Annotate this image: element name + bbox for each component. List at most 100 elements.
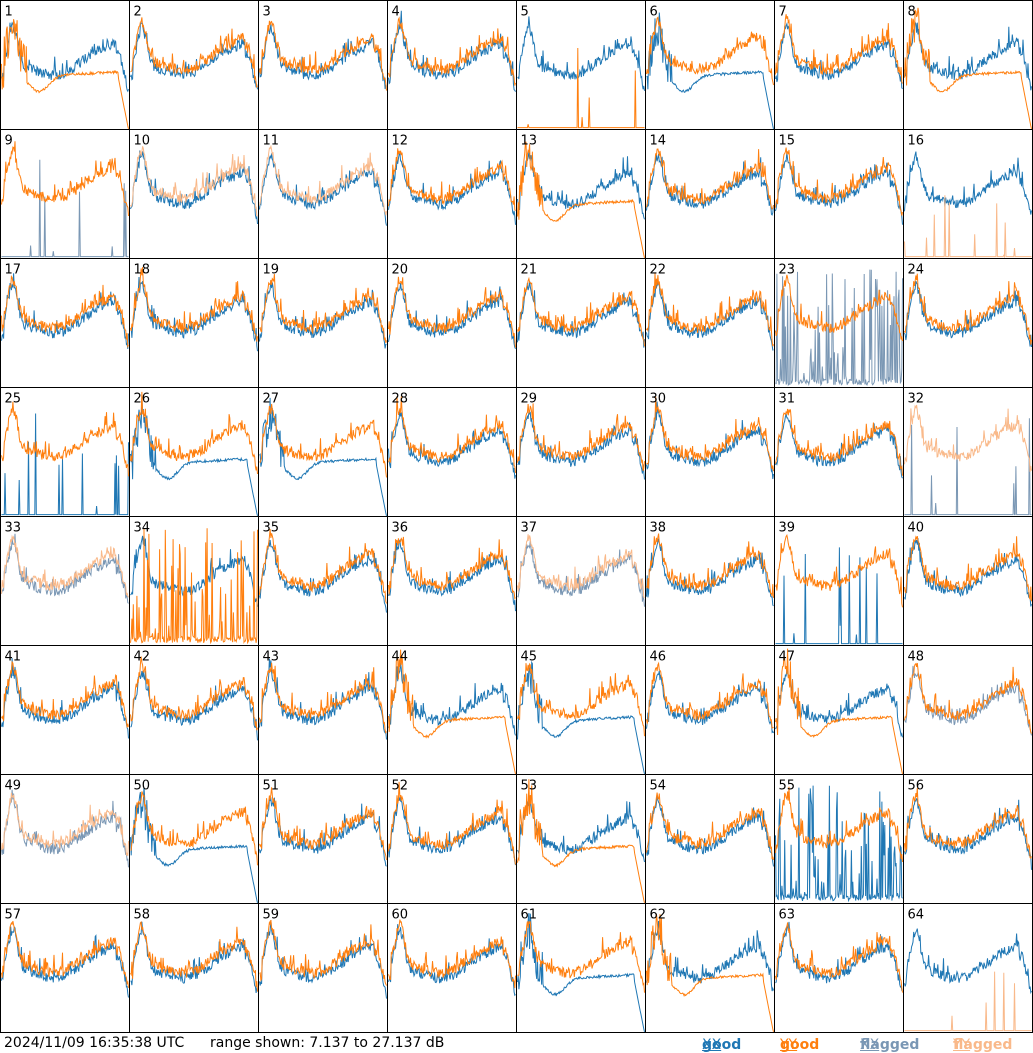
antenna-panel-35: 35: [259, 517, 388, 646]
antenna-panel-56: 56: [904, 775, 1033, 904]
series-line-xx-16: [905, 152, 1032, 215]
panel-number: 40: [908, 521, 925, 536]
antenna-panel-13: 13: [517, 130, 646, 259]
panel-frame: [130, 130, 259, 259]
series-line-xx-20: [389, 283, 516, 349]
series-line-yy-47: [776, 649, 903, 774]
antenna-panel-60: 60: [388, 904, 517, 1033]
series-line-yy-24: [905, 274, 1032, 345]
panel-number: 43: [263, 650, 280, 665]
series-line-xx-21: [518, 281, 645, 348]
antenna-panel-19: 19: [259, 259, 388, 388]
panel-frame: [388, 130, 517, 259]
antenna-panel-18: 18: [130, 259, 259, 388]
series-line-xx-36: [389, 540, 516, 611]
antenna-panel-54: 54: [646, 775, 775, 904]
panel-number: 36: [392, 521, 409, 536]
series-line-xx-60: [389, 924, 516, 995]
series-line-xx-47: [776, 669, 903, 737]
panel-number: 11: [263, 134, 280, 149]
panel-frame: [517, 517, 646, 646]
panel-number: 44: [392, 650, 409, 665]
antenna-panel-30: 30: [646, 388, 775, 517]
antenna-panel-14: 14: [646, 130, 775, 259]
series-line-yy-50: [131, 791, 258, 865]
panel-number: 57: [5, 908, 22, 923]
series-line-xx-46: [647, 671, 774, 733]
antenna-panel-57: 57: [1, 904, 130, 1033]
panel-frame: [388, 775, 517, 904]
panel-number: 37: [521, 521, 538, 536]
antenna-panel-12: 12: [388, 130, 517, 259]
series-line-yy-42: [131, 657, 258, 731]
panel-frame: [1, 259, 130, 388]
panel-number: 64: [908, 908, 925, 923]
panel-number: 56: [908, 779, 925, 794]
legend-pol: XX: [860, 1037, 879, 1053]
series-line-yy-58: [131, 922, 258, 992]
panel-frame: [517, 1, 646, 130]
antenna-panel-52: 52: [388, 775, 517, 904]
timestamp-text: 2024/11/09 16:35:38 UTC: [4, 1035, 184, 1051]
panel-number: 60: [392, 908, 409, 923]
series-line-yy-56: [905, 788, 1032, 858]
antenna-panel-49: 49: [1, 775, 130, 904]
panel-frame: [1, 904, 130, 1033]
series-line-yy-53: [518, 779, 645, 903]
panel-frame: [646, 517, 775, 646]
panel-number: 23: [779, 263, 796, 278]
series-line-yy-33: [2, 537, 129, 598]
antenna-panel-17: 17: [1, 259, 130, 388]
series-line-xx-17: [2, 273, 129, 349]
antenna-panel-36: 36: [388, 517, 517, 646]
panel-number: 26: [134, 392, 151, 407]
panel-number: 7: [779, 5, 787, 20]
antenna-panel-16: 16: [904, 130, 1033, 259]
panel-number: 25: [5, 392, 22, 407]
series-line-yy-9: [2, 141, 129, 216]
panel-number: 29: [521, 392, 538, 407]
panel-number: 58: [134, 908, 151, 923]
antenna-panel-31: 31: [775, 388, 904, 517]
panel-number: 28: [392, 392, 409, 407]
series-line-yy-43: [260, 663, 387, 733]
series-line-yy-60: [389, 920, 516, 989]
panel-frame: [646, 388, 775, 517]
panel-frame: [646, 775, 775, 904]
panel-number: 24: [908, 263, 925, 278]
panel-number: 22: [650, 263, 667, 278]
series-line-yy-32: [905, 405, 1032, 472]
series-line-yy-4: [389, 18, 516, 86]
panel-number: 39: [779, 521, 796, 536]
panel-number: 55: [779, 779, 796, 794]
antenna-panel-55: 55: [775, 775, 904, 904]
series-line-xx-57: [2, 927, 129, 998]
status-footer: 2024/11/09 16:35:38 UTC range shown: 7.1…: [0, 1033, 1033, 1053]
series-line-yy-54: [647, 793, 774, 860]
antenna-panel-11: 11: [259, 130, 388, 259]
panel-number: 47: [779, 650, 796, 665]
series-line-xx-22: [647, 281, 774, 350]
panel-frame: [646, 130, 775, 259]
series-line-xx-63: [776, 922, 903, 990]
series-line-yy-27: [260, 404, 387, 477]
panel-number: 48: [908, 650, 925, 665]
panel-frame: [388, 388, 517, 517]
legend-pol: YY: [953, 1037, 970, 1053]
series-line-yy-36: [389, 537, 516, 599]
panel-number: 15: [779, 134, 796, 149]
series-line-xx-2: [131, 23, 258, 90]
antenna-panel-37: 37: [517, 517, 646, 646]
panel-number: 63: [779, 908, 796, 923]
panel-number: 4: [392, 5, 400, 20]
panel-frame: [1, 517, 130, 646]
panel-frame: [388, 517, 517, 646]
antenna-panel-28: 28: [388, 388, 517, 517]
panel-frame: [775, 1, 904, 130]
antenna-panel-59: 59: [259, 904, 388, 1033]
panel-number: 16: [908, 134, 925, 149]
antenna-panel-39: 39: [775, 517, 904, 646]
series-line-xx-43: [260, 659, 387, 740]
series-line-xx-30: [647, 402, 774, 479]
